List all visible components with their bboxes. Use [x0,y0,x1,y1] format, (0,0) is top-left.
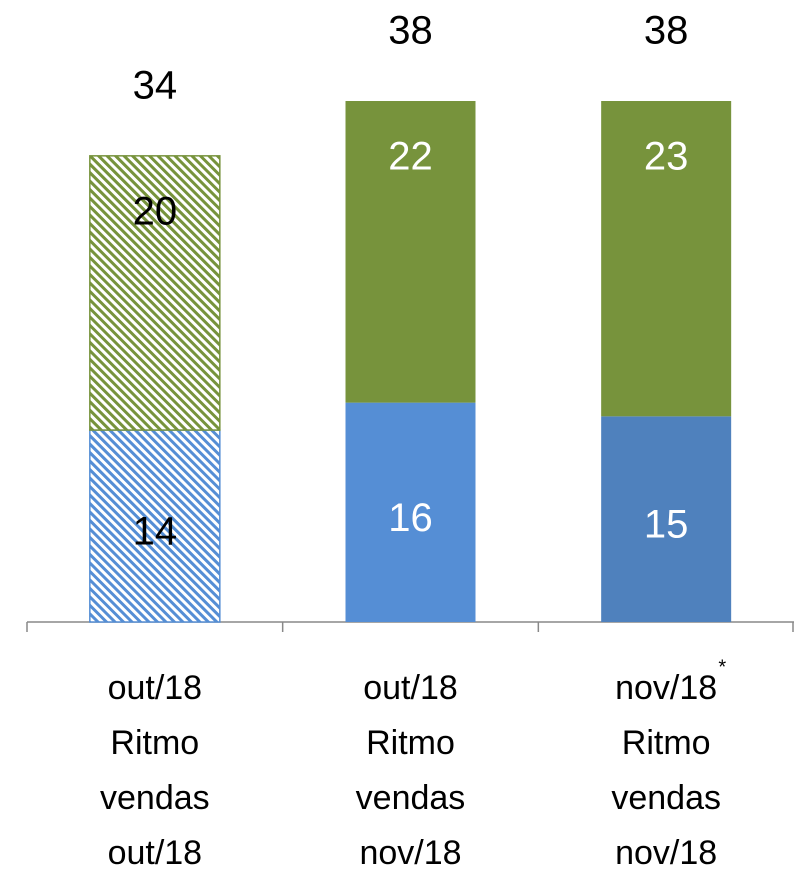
x-tick-label: vendas [356,779,466,817]
x-tick-label: vendas [100,779,210,817]
data-label: 22 [388,135,433,179]
x-tick-label: vendas [611,779,721,817]
total-label: 38 [388,9,433,53]
x-tick-label: out/18 [108,834,203,872]
x-tick-label: nov/18 [615,669,717,707]
data-label: 23 [644,135,689,179]
total-label: 34 [133,63,178,107]
x-tick-label: out/18 [363,669,458,707]
x-tick-label: nov/18 [615,834,717,872]
data-label: 14 [133,510,178,554]
bar-segment [601,101,732,417]
data-label: 16 [388,496,433,540]
bar-segment [601,416,732,622]
x-tick-label: Ritmo [110,724,199,762]
x-tick-label: Ritmo [622,724,711,762]
category-marker: * [718,656,726,678]
data-label: 20 [133,189,178,233]
bar-segment [89,429,221,623]
x-tick-label: Ritmo [366,724,455,762]
x-tick-label: out/18 [108,669,203,707]
bar-segment [345,101,476,403]
bar-segment [345,402,476,622]
bar-segment [89,155,221,431]
data-label: 15 [644,503,689,547]
total-label: 38 [644,9,689,53]
x-tick-label: nov/18 [359,834,461,872]
